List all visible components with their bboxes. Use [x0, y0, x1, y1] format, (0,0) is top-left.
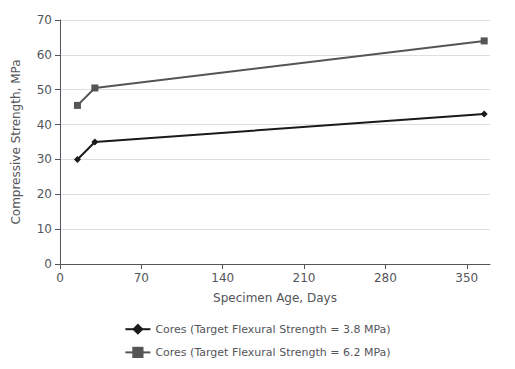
svg-text:140: 140: [211, 271, 234, 285]
svg-text:30: 30: [37, 152, 52, 166]
svg-text:0: 0: [44, 257, 52, 271]
svg-text:70: 70: [37, 13, 52, 27]
svg-text:Specimen Age, Days: Specimen Age, Days: [213, 291, 337, 305]
svg-text:10: 10: [37, 222, 52, 236]
svg-text:70: 70: [134, 271, 149, 285]
svg-text:Compressive Strength, MPa: Compressive Strength, MPa: [9, 59, 23, 224]
svg-text:Cores (Target Flexural Strengt: Cores (Target Flexural Strength = 6.2 MP…: [155, 346, 390, 359]
svg-text:Cores (Target Flexural Strengt: Cores (Target Flexural Strength = 3.8 MP…: [155, 323, 390, 336]
svg-text:50: 50: [37, 83, 52, 97]
svg-text:350: 350: [455, 271, 478, 285]
svg-text:60: 60: [37, 48, 52, 62]
svg-text:20: 20: [37, 187, 52, 201]
svg-text:0: 0: [56, 271, 64, 285]
svg-text:40: 40: [37, 118, 52, 132]
svg-text:210: 210: [293, 271, 316, 285]
svg-text:280: 280: [374, 271, 397, 285]
